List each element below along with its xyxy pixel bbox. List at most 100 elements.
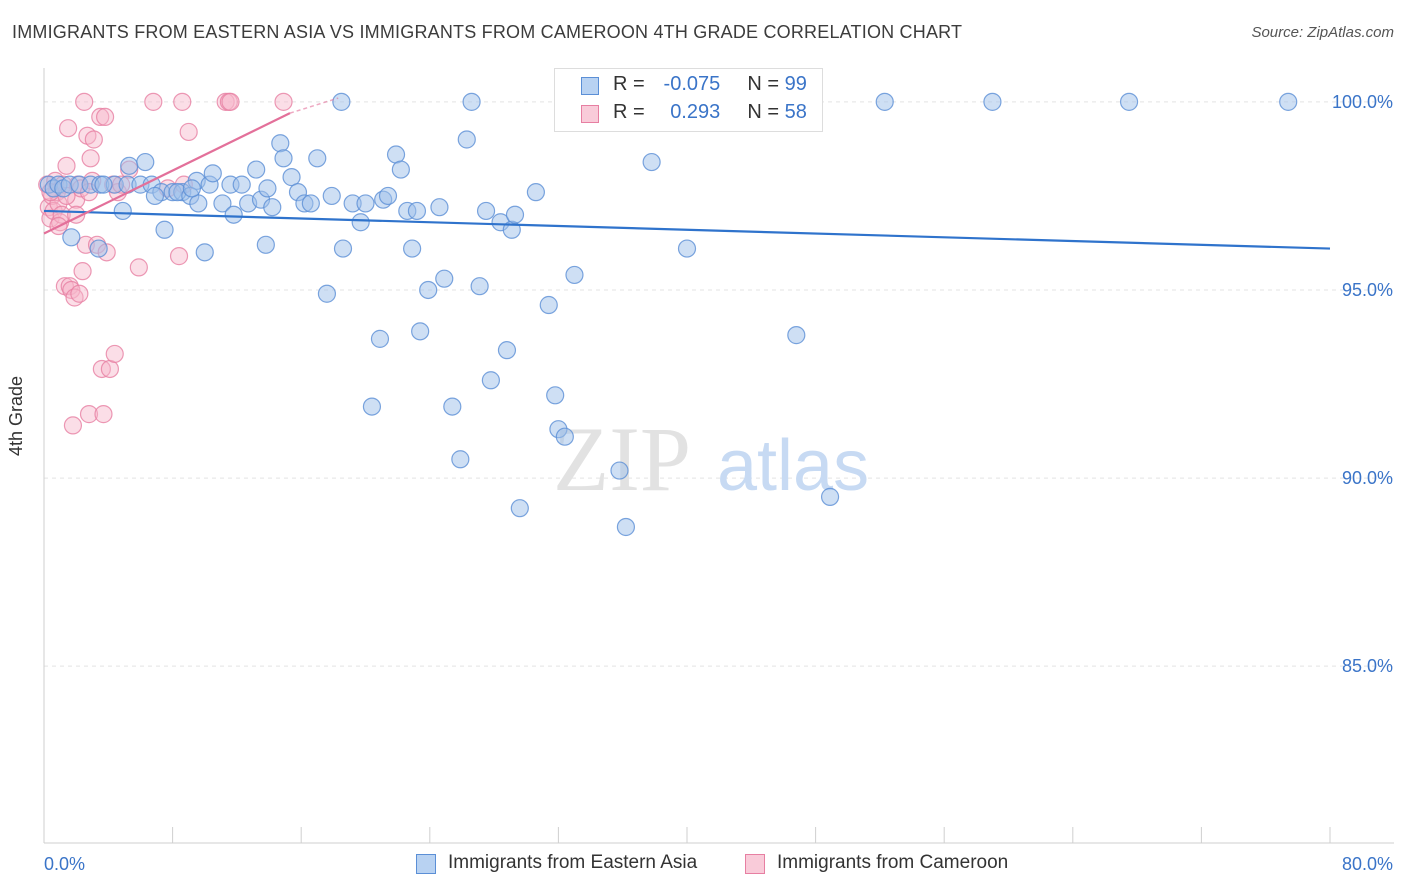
eastern-asia-point	[546, 386, 565, 405]
eastern-asia-point	[136, 152, 155, 172]
eastern-asia-point	[462, 92, 481, 111]
eastern-asia-point	[189, 194, 208, 213]
eastern-asia-point	[224, 205, 243, 224]
eastern-asia-point	[391, 160, 410, 179]
eastern-asia-point	[1119, 92, 1139, 111]
eastern-asia-point	[308, 149, 327, 168]
x-tick-label-start: 0.0%	[44, 854, 85, 874]
legend-label: Immigrants from Cameroon	[777, 852, 1009, 873]
x-tick-label-end: 80.0%	[1342, 854, 1393, 874]
eastern-asia-point	[481, 371, 500, 390]
eastern-asia-point	[875, 92, 894, 111]
eastern-asia-point	[505, 205, 525, 224]
watermark: ZIP atlas	[553, 408, 869, 510]
eastern-asia-point	[370, 329, 390, 348]
r-value: 0.293	[670, 101, 721, 123]
cameroon-point	[144, 92, 163, 111]
eastern-asia-point	[182, 179, 201, 198]
chart-title: IMMIGRANTS FROM EASTERN ASIA VS IMMIGRAN…	[12, 22, 963, 42]
n-label: N =	[747, 101, 780, 123]
eastern-asia-point	[258, 179, 277, 198]
cameroon-point	[70, 284, 89, 303]
eastern-asia-point	[411, 322, 430, 341]
eastern-asia-point	[610, 461, 629, 480]
cameroon-point	[105, 344, 124, 364]
r-label: R =	[613, 73, 645, 95]
eastern-asia-point	[94, 175, 113, 194]
cameroon-point	[75, 92, 94, 111]
cameroon-point	[221, 92, 240, 111]
eastern-asia-point	[616, 517, 636, 537]
y-tick-label: 90.0%	[1342, 468, 1393, 488]
eastern-asia-point	[247, 160, 266, 179]
eastern-asia-point	[213, 194, 232, 213]
pink-swatch	[745, 854, 765, 874]
eastern-asia-point	[1279, 92, 1298, 111]
eastern-asia-point	[677, 239, 697, 258]
eastern-asia-point	[642, 152, 661, 172]
eastern-asia-point	[476, 201, 496, 221]
cameroon-point	[274, 92, 293, 111]
eastern-asia-point	[430, 198, 449, 217]
cameroon-point	[81, 149, 100, 168]
y-axis-label: 4th Grade	[6, 375, 26, 456]
r-label: R =	[613, 101, 645, 123]
watermark-atlas: atlas	[717, 426, 869, 506]
eastern-asia-point	[555, 427, 574, 446]
eastern-asia-point	[356, 194, 375, 213]
eastern-asia-point	[378, 186, 398, 206]
cameroon-point	[57, 156, 76, 175]
correlation-legend: R = -0.075 N = 99 R = 0.293 N = 58	[554, 68, 823, 132]
eastern-asia-point	[322, 186, 341, 206]
eastern-asia-point	[787, 326, 806, 345]
eastern-asia-point	[195, 243, 214, 262]
n-value: 58	[784, 101, 807, 123]
eastern-asia-point	[282, 168, 301, 187]
eastern-asia-point	[271, 134, 290, 153]
eastern-asia-point	[457, 130, 476, 149]
cameroon-point	[169, 247, 189, 266]
watermark-zip: ZIP	[553, 408, 691, 510]
eastern-asia-point	[317, 284, 337, 303]
eastern-asia-point	[526, 183, 545, 202]
n-value: 99	[784, 73, 807, 95]
eastern-asia-point	[62, 228, 81, 247]
eastern-asia-point	[470, 277, 489, 296]
y-tick-label: 85.0%	[1342, 656, 1393, 676]
eastern-asia-point	[403, 239, 422, 258]
eastern-asia-point	[443, 397, 462, 416]
cameroon-trend-extension	[289, 97, 339, 114]
blue-swatch	[416, 854, 436, 874]
cameroon-point	[59, 119, 78, 138]
cameroon-point	[100, 359, 120, 379]
eastern-asia-point	[497, 341, 517, 360]
cameroon-point	[79, 405, 99, 424]
eastern-asia-point	[203, 164, 222, 183]
cameroon-point	[91, 107, 110, 127]
cameroon-point	[73, 262, 92, 281]
y-tick-label: 95.0%	[1342, 280, 1393, 300]
cameroon-point	[179, 122, 198, 142]
source-credit: Source: ZipAtlas.com	[1251, 24, 1394, 41]
cameroon-point	[94, 405, 113, 424]
cameroon-point	[84, 130, 103, 149]
eastern-asia-point	[510, 499, 529, 518]
eastern-asia-point	[983, 92, 1002, 111]
eastern-asia-point	[333, 239, 353, 258]
cameroon-point	[95, 107, 115, 127]
eastern-asia-points	[39, 92, 1298, 537]
r-value: -0.075	[663, 73, 721, 95]
pink-swatch	[581, 105, 599, 123]
cameroon-points	[38, 92, 293, 435]
eastern-asia-point	[332, 92, 351, 111]
eastern-asia-point	[565, 265, 584, 285]
eastern-asia-trend-line	[43, 209, 1331, 250]
eastern-asia-point	[407, 201, 427, 221]
eastern-asia-point	[120, 156, 139, 175]
cameroon-point	[63, 416, 83, 435]
eastern-asia-point	[451, 450, 470, 469]
eastern-asia-point	[274, 149, 293, 168]
cameroon-point	[129, 258, 148, 277]
eastern-asia-point	[539, 295, 558, 315]
